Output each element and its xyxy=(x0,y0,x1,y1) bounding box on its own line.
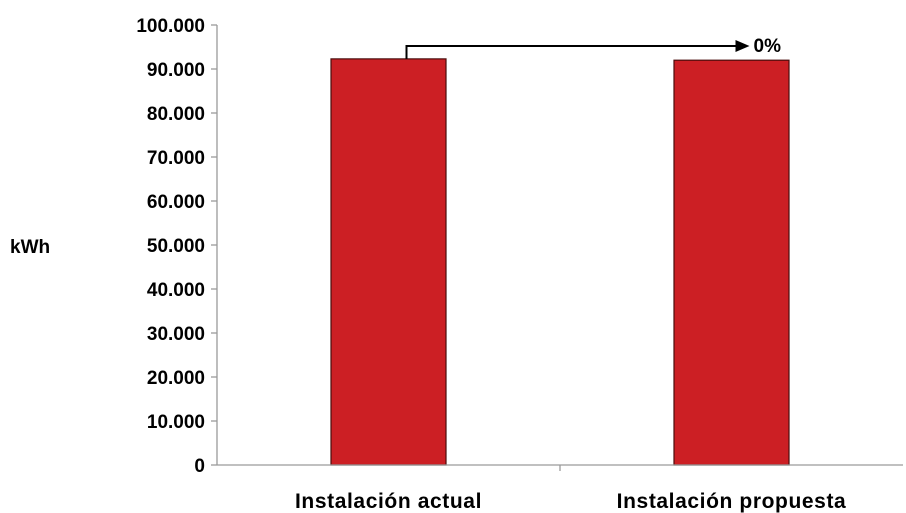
y-axis: 0 10.000 20.000 30.000 40.000 50.000 60.000 70.… xyxy=(136,16,218,477)
y-tick-label: 0 xyxy=(194,456,205,477)
bar xyxy=(673,59,790,466)
y-tick-label: 10.000 xyxy=(147,412,205,433)
change-annotation: 0% xyxy=(405,36,782,59)
y-tick-label: 100.000 xyxy=(136,16,205,37)
x-category-label: Instalación actual xyxy=(295,490,482,513)
change-arrow-line xyxy=(405,45,738,59)
bar xyxy=(330,58,447,466)
y-tick-label: 90.000 xyxy=(147,60,205,81)
bars xyxy=(330,58,790,466)
y-axis-label: kWh xyxy=(10,237,50,258)
y-tick-label: 30.000 xyxy=(147,324,205,345)
change-annotation-label: 0% xyxy=(754,36,782,57)
y-tick-label: 80.000 xyxy=(147,104,205,125)
y-tick-label: 40.000 xyxy=(147,280,205,301)
y-tick-label: 50.000 xyxy=(147,236,205,257)
change-arrow-head xyxy=(735,40,750,52)
y-tick-label: 70.000 xyxy=(147,148,205,169)
y-tick-label: 20.000 xyxy=(147,368,205,389)
x-category-label: Instalación propuesta xyxy=(617,490,847,513)
x-axis: Instalación actual Instalación propuesta xyxy=(217,464,903,513)
y-tick-label: 60.000 xyxy=(147,192,205,213)
